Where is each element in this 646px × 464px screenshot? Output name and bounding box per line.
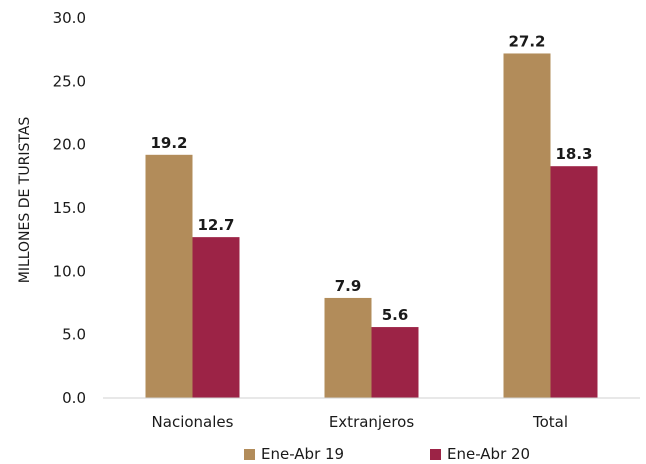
- legend-swatch: [244, 449, 255, 460]
- legend-swatch: [430, 449, 441, 460]
- data-label: 19.2: [150, 134, 187, 152]
- data-label: 18.3: [555, 145, 592, 163]
- category-label: Total: [532, 413, 568, 431]
- bar-nacionales-series-2: [192, 237, 240, 398]
- bar-total-series-1: [503, 53, 551, 398]
- data-label: 7.9: [335, 277, 362, 295]
- y-axis-title: MILLONES DE TURISTAS: [17, 117, 33, 284]
- data-label: 12.7: [197, 216, 234, 234]
- category-label: Nacionales: [152, 413, 234, 431]
- bar-total-series-2: [550, 166, 598, 398]
- legend-label: Ene-Abr 19: [261, 445, 344, 463]
- bar-extranjeros-series-2: [371, 327, 419, 398]
- data-label: 5.6: [382, 306, 409, 324]
- category-label: Extranjeros: [329, 413, 415, 431]
- y-tick-label: 10.0: [53, 262, 86, 280]
- y-tick-label: 20.0: [53, 136, 86, 154]
- legend: Ene-Abr 19 Ene-Abr 20: [244, 445, 530, 463]
- y-tick-label: 0.0: [62, 389, 86, 407]
- y-tick-label: 5.0: [62, 326, 86, 344]
- bar-nacionales-series-1: [145, 154, 193, 398]
- y-tick-label: 15.0: [53, 199, 86, 217]
- y-axis-ticks: 0.0 5.0 10.0 15.0 20.0 25.0 30.0: [53, 9, 86, 407]
- bars-group: 19.2 12.7 7.9 5.6 27.2 18.3: [145, 32, 598, 398]
- legend-label: Ene-Abr 20: [447, 445, 530, 463]
- y-tick-label: 25.0: [53, 72, 86, 90]
- y-tick-label: 30.0: [53, 9, 86, 27]
- bar-extranjeros-series-1: [324, 297, 372, 398]
- category-labels: Nacionales Extranjeros Total: [152, 413, 568, 431]
- data-label: 27.2: [508, 32, 545, 50]
